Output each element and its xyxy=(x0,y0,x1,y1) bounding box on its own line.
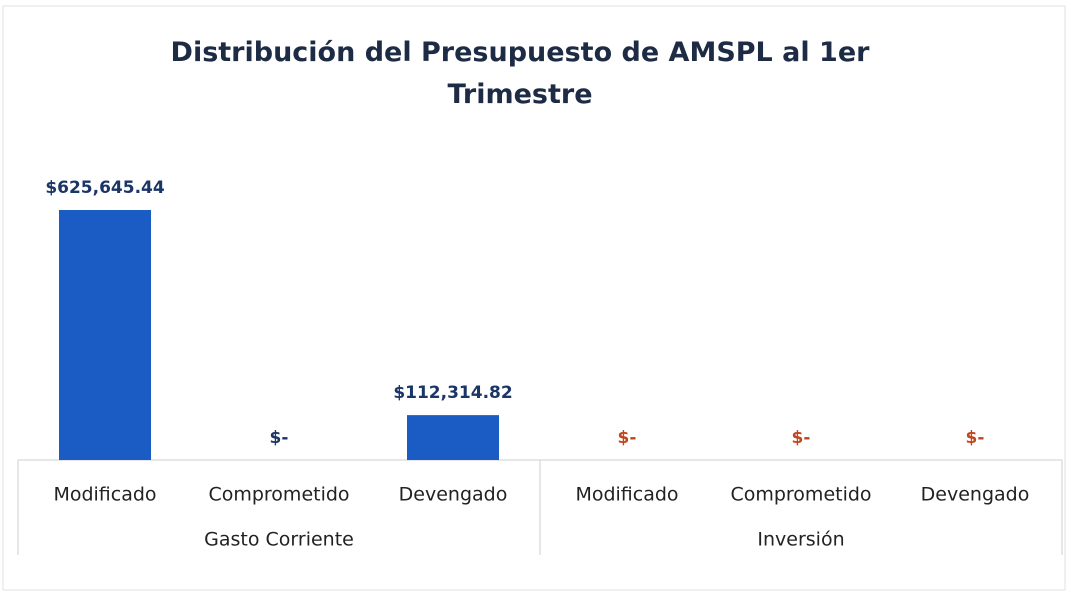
chart-title: Distribución del Presupuesto de AMSPL al… xyxy=(170,37,870,110)
value-label: $112,314.82 xyxy=(393,383,512,403)
bar xyxy=(407,415,499,460)
x-tick-label: Comprometido xyxy=(730,484,871,506)
group-label: Gasto Corriente xyxy=(204,529,354,551)
x-tick-label: Devengado xyxy=(399,484,508,506)
value-label: $- xyxy=(618,428,637,448)
value-label: $- xyxy=(270,428,289,448)
value-label: $625,645.44 xyxy=(45,178,165,198)
x-tick-label: Devengado xyxy=(921,484,1030,506)
x-tick-label: Comprometido xyxy=(208,484,349,506)
chart-border xyxy=(2,5,1066,591)
value-label: $- xyxy=(966,428,985,448)
bar xyxy=(59,210,151,460)
value-label: $- xyxy=(792,428,811,448)
x-tick-label: Modificado xyxy=(575,484,678,506)
x-tick-label: Modificado xyxy=(53,484,156,506)
group-label: Inversión xyxy=(757,529,844,551)
